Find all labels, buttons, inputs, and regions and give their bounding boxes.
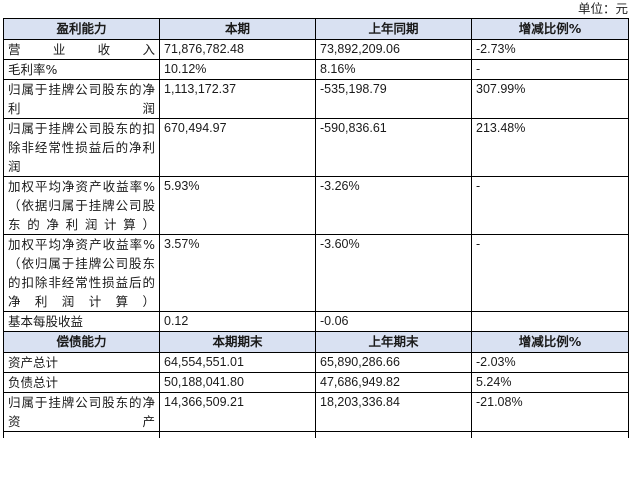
solvency-header-current: 本期期末	[159, 331, 316, 353]
profit-header-current: 本期	[159, 18, 316, 40]
change-value: -2.03%	[471, 352, 629, 373]
previous-value: -0.06	[315, 311, 472, 332]
current-value: 64,554,551.01	[159, 352, 316, 373]
table-row: 营业收入 71,876,782.48 73,892,209.06 -2.73%	[3, 39, 629, 60]
current-value: 0.12	[159, 311, 316, 332]
profit-header-previous: 上年同期	[315, 18, 472, 40]
current-value: 670,494.97	[159, 118, 316, 177]
current-value: 71,876,782.48	[159, 39, 316, 60]
table-row: 归属于挂牌公司股东的净资产 14,366,509.21 18,203,336.8…	[3, 392, 629, 432]
table-row: 毛利率% 10.12% 8.16% -	[3, 59, 629, 80]
change-value: -	[471, 59, 629, 80]
cut-cell	[3, 431, 160, 438]
change-value: -	[471, 234, 629, 312]
row-label: 归属于挂牌公司股东的扣除非经常性损益后的净利润	[3, 118, 160, 177]
change-value: 5.24%	[471, 372, 629, 393]
table-row: 加权平均净资产收益率%（依归属于挂牌公司股东的扣除非经常性损益后的净利润计算） …	[3, 234, 629, 312]
solvency-header-label: 偿债能力	[3, 331, 160, 353]
previous-value: -590,836.61	[315, 118, 472, 177]
previous-value: -3.26%	[315, 176, 472, 235]
previous-value: 8.16%	[315, 59, 472, 80]
cut-cell	[159, 431, 316, 438]
current-value: 1,113,172.37	[159, 79, 316, 119]
previous-value: 18,203,336.84	[315, 392, 472, 432]
previous-value: -535,198.79	[315, 79, 472, 119]
previous-value: -3.60%	[315, 234, 472, 312]
row-label: 资产总计	[3, 352, 160, 373]
cut-cell	[315, 431, 472, 438]
previous-value: 73,892,209.06	[315, 39, 472, 60]
current-value: 5.93%	[159, 176, 316, 235]
change-value	[471, 311, 629, 332]
cut-cell	[471, 431, 629, 438]
table-row: 资产总计 64,554,551.01 65,890,286.66 -2.03%	[3, 352, 629, 373]
financial-indicators-table: 盈利能力 本期 上年同期 增减比例% 营业收入 71,876,782.48 73…	[3, 18, 629, 438]
row-label: 加权平均净资产收益率%（依据归属于挂牌公司股东的净利润计算）	[3, 176, 160, 235]
current-value: 14,366,509.21	[159, 392, 316, 432]
solvency-header-previous: 上年期末	[315, 331, 472, 353]
table-row: 归属于挂牌公司股东的净利润 1,113,172.37 -535,198.79 3…	[3, 79, 629, 119]
table-row: 基本每股收益 0.12 -0.06	[3, 311, 629, 332]
row-label: 负债总计	[3, 372, 160, 393]
change-value: -	[471, 176, 629, 235]
profit-header-row: 盈利能力 本期 上年同期 增减比例%	[3, 18, 629, 40]
row-label: 基本每股收益	[3, 311, 160, 332]
change-value: -21.08%	[471, 392, 629, 432]
current-value: 10.12%	[159, 59, 316, 80]
row-label: 归属于挂牌公司股东的净资产	[3, 392, 160, 432]
row-label: 归属于挂牌公司股东的净利润	[3, 79, 160, 119]
table-row-cut	[3, 431, 629, 438]
table-row: 负债总计 50,188,041.80 47,686,949.82 5.24%	[3, 372, 629, 393]
current-value: 50,188,041.80	[159, 372, 316, 393]
row-label: 营业收入	[3, 39, 160, 60]
solvency-header-change: 增减比例%	[471, 331, 629, 353]
profit-header-label: 盈利能力	[3, 18, 160, 40]
solvency-header-row: 偿债能力 本期期末 上年期末 增减比例%	[3, 331, 629, 353]
previous-value: 65,890,286.66	[315, 352, 472, 373]
row-label: 加权平均净资产收益率%（依归属于挂牌公司股东的扣除非经常性损益后的净利润计算）	[3, 234, 160, 312]
table-row: 归属于挂牌公司股东的扣除非经常性损益后的净利润 670,494.97 -590,…	[3, 118, 629, 177]
change-value: 213.48%	[471, 118, 629, 177]
change-value: 307.99%	[471, 79, 629, 119]
current-value: 3.57%	[159, 234, 316, 312]
unit-label: 单位：元	[577, 1, 628, 16]
profit-header-change: 增减比例%	[471, 18, 629, 40]
table-row: 加权平均净资产收益率%（依据归属于挂牌公司股东的净利润计算） 5.93% -3.…	[3, 176, 629, 235]
previous-value: 47,686,949.82	[315, 372, 472, 393]
change-value: -2.73%	[471, 39, 629, 60]
row-label: 毛利率%	[3, 59, 160, 80]
